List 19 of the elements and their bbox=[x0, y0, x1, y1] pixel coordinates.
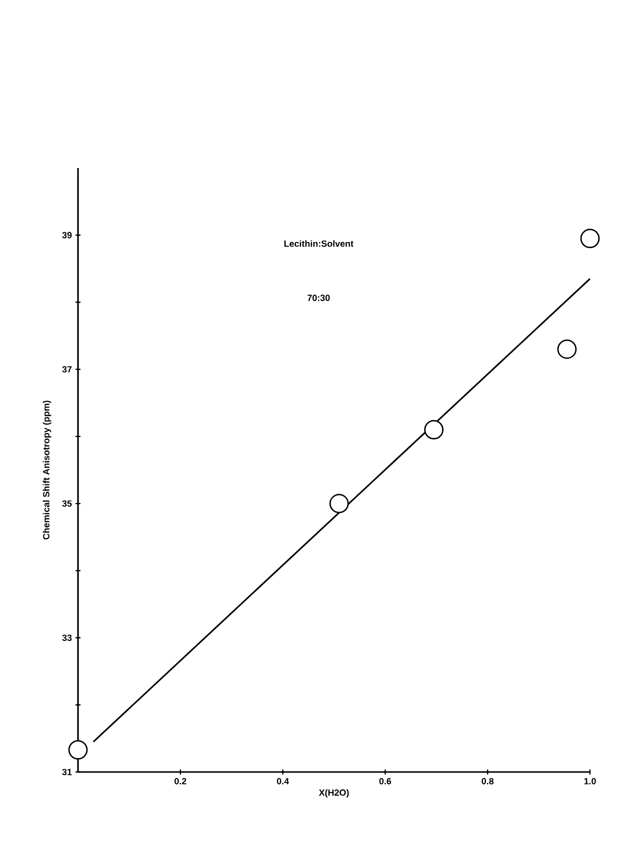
y-tick-label: 33 bbox=[62, 634, 72, 641]
x-axis-title: X(H2O) bbox=[318, 789, 349, 798]
x-tick-label: 0.6 bbox=[379, 778, 392, 784]
x-tick-label: 0.2 bbox=[174, 778, 186, 784]
y-tick-label: 35 bbox=[62, 500, 72, 507]
point bbox=[580, 228, 600, 248]
y-tick-label: 31 bbox=[62, 768, 72, 776]
y-axis-title: Chemical Shift Anisotropy (ppm) bbox=[42, 400, 52, 540]
y-tick-label: 37 bbox=[62, 366, 72, 373]
point bbox=[557, 340, 577, 359]
point bbox=[329, 494, 349, 514]
annotation: Lecithin:Solvent bbox=[284, 240, 354, 247]
annotation: 70:30 bbox=[308, 294, 330, 302]
x-tick-label: 1.0 bbox=[584, 778, 596, 784]
point bbox=[424, 420, 444, 440]
x-tick-label: 0.4 bbox=[276, 778, 289, 784]
y-tick-label: 39 bbox=[62, 232, 72, 238]
x-tick-label: 0.8 bbox=[482, 778, 494, 784]
point bbox=[68, 740, 88, 760]
